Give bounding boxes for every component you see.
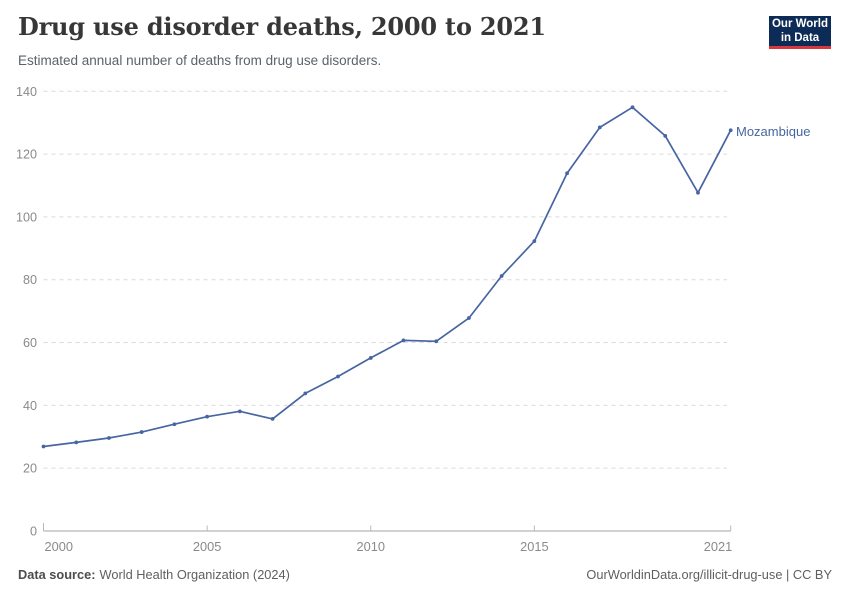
x-tick-label-2021: 2021 xyxy=(704,539,732,554)
y-tick-label-0: 0 xyxy=(30,525,37,539)
data-point-2016[interactable] xyxy=(565,171,569,176)
data-source-note: Data source: World Health Organization (2… xyxy=(18,567,290,582)
owid-logo-line1: Our World xyxy=(771,17,828,30)
data-point-2012[interactable] xyxy=(434,339,439,344)
data-point-2014[interactable] xyxy=(499,274,504,278)
data-point-2008[interactable] xyxy=(303,391,308,396)
data-point-2011[interactable] xyxy=(401,338,406,343)
data-point-2007[interactable] xyxy=(270,416,275,421)
data-point-2017[interactable] xyxy=(597,125,602,130)
y-tick-label-80: 80 xyxy=(23,273,37,287)
chart-subtitle: Estimated annual number of deaths from d… xyxy=(18,53,382,68)
data-source-label: Data source: xyxy=(18,567,96,582)
y-tick-label-100: 100 xyxy=(16,210,37,224)
x-tick-label-2015: 2015 xyxy=(520,539,548,554)
x-tick-label-2000: 2000 xyxy=(45,539,73,554)
data-point-2021[interactable] xyxy=(728,128,733,133)
y-tick-label-20: 20 xyxy=(23,462,37,476)
data-point-2018[interactable] xyxy=(630,105,635,110)
chart-footer: Data source: World Health Organization (2… xyxy=(18,567,832,582)
y-tick-label-120: 120 xyxy=(16,148,37,162)
data-point-2013[interactable] xyxy=(467,316,471,320)
x-tick-label-2005: 2005 xyxy=(193,539,221,554)
owid-logo-line2: in Data xyxy=(780,32,820,44)
y-tick-label-40: 40 xyxy=(23,399,37,413)
series-label-mozambique[interactable]: Mozambique xyxy=(736,124,811,139)
x-tick-label-2010: 2010 xyxy=(357,539,385,554)
data-point-2015[interactable] xyxy=(532,239,537,244)
data-source-value: World Health Organization (2024) xyxy=(99,567,290,582)
owid-logo: Our World in Data xyxy=(769,16,831,49)
data-point-2005[interactable] xyxy=(205,414,210,419)
data-point-2001[interactable] xyxy=(74,440,79,445)
data-point-2006[interactable] xyxy=(237,409,242,414)
y-tick-label-140: 140 xyxy=(16,85,37,99)
data-point-2000[interactable] xyxy=(41,444,46,449)
data-point-2009[interactable] xyxy=(336,374,340,379)
data-point-2020[interactable] xyxy=(696,190,700,195)
data-point-2010[interactable] xyxy=(368,356,373,360)
data-point-2003[interactable] xyxy=(139,430,144,434)
license-credit: OurWorldinData.org/illicit-drug-use | CC… xyxy=(586,567,832,582)
y-tick-label-60: 60 xyxy=(23,336,37,350)
data-point-2019[interactable] xyxy=(663,133,668,138)
data-point-2004[interactable] xyxy=(172,422,177,427)
data-point-2002[interactable] xyxy=(107,436,111,440)
trend-line-mozambique[interactable] xyxy=(43,106,732,448)
page-title: Drug use disorder deaths, 2000 to 2021 xyxy=(18,12,546,41)
